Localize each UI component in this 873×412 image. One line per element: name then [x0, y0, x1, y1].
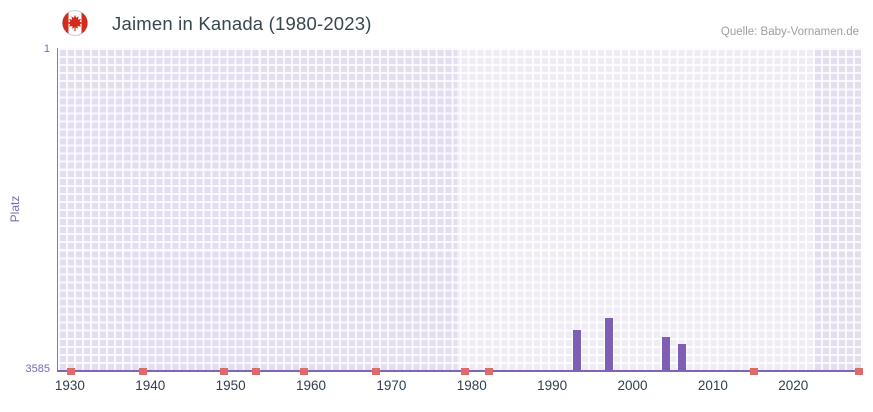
plot-area — [57, 48, 863, 375]
x-tick-label: 1970 — [376, 378, 407, 393]
x-tick-label: 1930 — [54, 378, 85, 393]
x-tick-label: 1950 — [215, 378, 246, 393]
baseline-mark — [139, 367, 148, 375]
y-tick-min: 3585 — [25, 363, 50, 375]
x-tick-label: 2010 — [697, 378, 728, 393]
x-tick-label: 1960 — [295, 378, 327, 393]
baseline-mark — [251, 367, 260, 375]
rank-bar[interactable] — [661, 337, 670, 370]
baseline-mark — [66, 367, 75, 375]
baseline-mark — [854, 367, 863, 375]
x-tick-label: 1940 — [135, 378, 166, 393]
rank-bar[interactable] — [677, 343, 686, 370]
grid-background — [58, 48, 861, 370]
baseline-mark — [484, 367, 493, 375]
baseline-mark — [750, 367, 759, 375]
x-tick-label: 2000 — [617, 378, 648, 393]
x-tick-label: 1990 — [537, 378, 568, 393]
baseline-mark — [372, 367, 381, 375]
baseline-mark — [219, 367, 228, 375]
x-tick-label: 1980 — [456, 378, 487, 393]
rank-bar[interactable] — [605, 318, 614, 370]
source-credit: Quelle: Baby-Vornamen.de — [720, 26, 859, 38]
y-axis-title: Platz — [8, 195, 22, 223]
canada-flag-icon — [62, 10, 88, 36]
highlight-band — [456, 48, 815, 370]
x-axis: 1930 1940 1950 1960 1970 1980 1990 2000 2010 2020 — [54, 378, 860, 398]
y-tick-max: 1 — [43, 43, 50, 55]
x-tick-label: 2020 — [778, 378, 809, 393]
baseline-mark — [299, 367, 308, 375]
baseline-mark — [460, 367, 469, 375]
page-title: Jaimen in Kanada (1980-2023) — [112, 13, 372, 34]
rank-bar[interactable] — [573, 330, 582, 370]
